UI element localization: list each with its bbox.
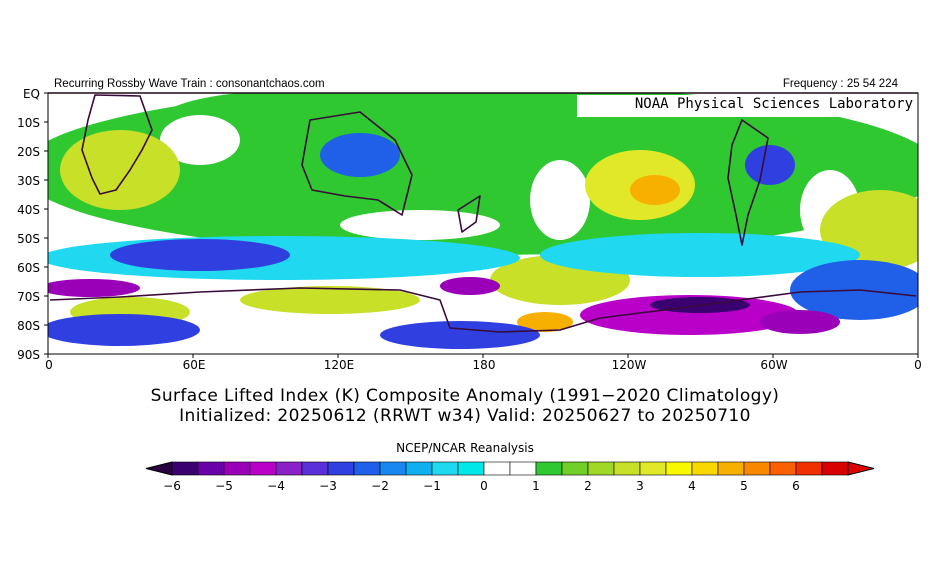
colorbar-min-arrow	[145, 461, 173, 476]
field-negative	[745, 145, 795, 185]
lat-label-20s: 20S	[17, 145, 40, 159]
lat-label-40s: 40S	[17, 203, 40, 217]
anomaly-field-layer	[48, 93, 918, 349]
lat-label-10s: 10S	[17, 116, 40, 130]
lat-label-50s: 50S	[17, 232, 40, 246]
colorbar-swatch	[561, 461, 589, 476]
data-source-label: NCEP/NCAR Reanalysis	[396, 441, 534, 455]
colorbar-swatch	[327, 461, 355, 476]
field-negative	[380, 321, 540, 349]
header-frequency-text: Frequency : 25 54 224	[782, 78, 898, 90]
colorbar	[145, 461, 875, 476]
colorbar-swatch	[405, 461, 433, 476]
map-title-line2: Initialized: 20250612 (RRWT w34) Valid: …	[179, 406, 751, 426]
lon-label-120w: 120W	[611, 358, 647, 372]
colorbar-swatch	[171, 461, 199, 476]
lon-label-60e: 60E	[182, 358, 206, 372]
colorbar-swatch	[795, 461, 823, 476]
axis-ticks	[44, 92, 919, 358]
colorbar-label: 3	[636, 479, 644, 493]
colorbar-swatch	[743, 461, 771, 476]
field-negative	[320, 133, 400, 177]
lon-label-0-end: 0	[914, 358, 922, 372]
colorbar-swatch	[197, 461, 225, 476]
coast-australia	[301, 111, 413, 216]
colorbar-swatch	[821, 461, 849, 476]
colorbar-swatch	[587, 461, 615, 476]
field-positive	[240, 286, 420, 314]
lat-label-30s: 30S	[17, 174, 40, 188]
colorbar-swatch	[665, 461, 693, 476]
lon-label-60w: 60W	[760, 358, 788, 372]
colorbar-swatch	[717, 461, 745, 476]
colorbar-swatch	[483, 461, 511, 476]
watermark-box	[577, 95, 917, 117]
header-left-text: Recurring Rossby Wave Train : consonantc…	[54, 78, 325, 90]
colorbar-label: 5	[740, 479, 748, 493]
colorbar-swatch	[301, 461, 329, 476]
field-strong-positive	[630, 175, 680, 205]
colorbar-label: −5	[215, 479, 233, 493]
lat-label-70s: 70S	[17, 290, 40, 304]
field-strong-positive	[517, 312, 573, 332]
colorbar-label: 0	[480, 479, 488, 493]
lat-label-80s: 80S	[17, 319, 40, 333]
field-neutral	[340, 210, 500, 240]
colorbar-label: −3	[319, 479, 337, 493]
colorbar-label: −4	[267, 479, 285, 493]
colorbar-swatch	[353, 461, 381, 476]
coast-south-america	[727, 119, 769, 246]
lon-label-180: 180	[472, 358, 496, 372]
colorbar-label: −6	[163, 479, 181, 493]
colorbar-swatch	[457, 461, 485, 476]
field-negative-band	[540, 233, 860, 277]
map-title-line1: Surface Lifted Index (K) Composite Anoma…	[150, 386, 780, 406]
coast-antarctica	[49, 287, 917, 333]
colorbar-swatch	[691, 461, 719, 476]
field-negative	[110, 239, 290, 271]
lat-label-90s: 90S	[17, 348, 40, 362]
colorbar-swatch	[639, 461, 667, 476]
colorbar-label: −2	[371, 479, 389, 493]
field-strong-negative	[48, 279, 140, 297]
lat-label-60s: 60S	[17, 261, 40, 275]
watermark-text: NOAA Physical Sciences Laboratory	[634, 96, 913, 112]
colorbar-swatch	[249, 461, 277, 476]
field-neutral	[160, 115, 240, 165]
field-negative	[48, 314, 200, 346]
colorbar-swatch	[509, 461, 537, 476]
colorbar-label: 2	[584, 479, 592, 493]
coast-new-zealand	[457, 195, 481, 233]
colorbar-label: −1	[423, 479, 441, 493]
colorbar-swatch	[275, 461, 303, 476]
colorbar-swatch	[431, 461, 459, 476]
colorbar-swatch	[379, 461, 407, 476]
coast-africa	[81, 94, 153, 195]
lat-label-eq: EQ	[22, 87, 40, 101]
colorbar-swatch	[535, 461, 563, 476]
field-neutral	[530, 160, 590, 240]
colorbar-swatch	[223, 461, 251, 476]
colorbar-label: 1	[532, 479, 540, 493]
coastline-layer	[49, 94, 917, 333]
colorbar-swatch	[769, 461, 797, 476]
colorbar-label: 6	[792, 479, 800, 493]
colorbar-max-arrow	[847, 461, 875, 476]
field-strong-negative	[440, 277, 500, 295]
lon-label-120e: 120E	[323, 358, 355, 372]
field-positive	[60, 130, 180, 210]
colorbar-label: 4	[688, 479, 696, 493]
field-strong-negative	[760, 310, 840, 334]
colorbar-swatch	[613, 461, 641, 476]
lon-label-0: 0	[45, 358, 53, 372]
